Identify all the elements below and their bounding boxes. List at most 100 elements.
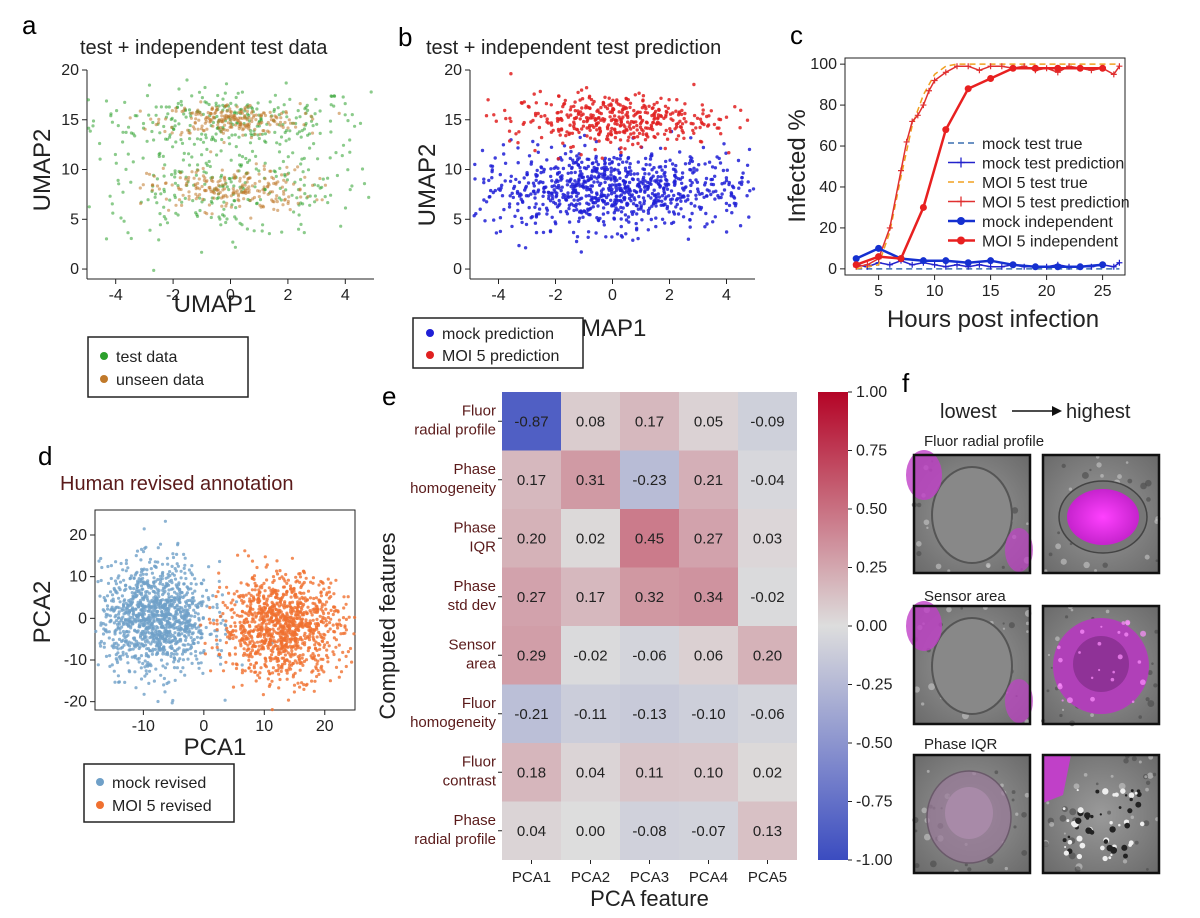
data-point <box>233 624 237 628</box>
data-point <box>713 215 717 219</box>
heatmap-cell-value: 0.03 <box>753 530 782 547</box>
data-point <box>266 192 270 196</box>
data-point <box>118 588 122 592</box>
data-point <box>639 120 644 124</box>
data-point <box>128 585 132 589</box>
data-point <box>574 204 578 209</box>
data-point <box>249 606 253 610</box>
data-point <box>584 86 589 90</box>
data-point <box>219 175 223 179</box>
data-point <box>663 146 667 151</box>
data-point <box>281 629 285 633</box>
data-point <box>303 175 307 179</box>
x-tick-label: 2 <box>665 287 674 304</box>
data-point <box>688 178 692 183</box>
data-point <box>311 669 315 673</box>
data-point <box>207 565 211 569</box>
data-point <box>214 108 218 112</box>
data-point <box>619 153 623 158</box>
data-point <box>682 116 686 121</box>
data-point <box>298 615 302 619</box>
data-point <box>211 594 215 598</box>
data-point <box>243 611 247 615</box>
data-point <box>152 679 156 683</box>
data-point <box>250 576 254 581</box>
data-point <box>348 646 353 651</box>
data-point <box>136 615 140 620</box>
data-point <box>308 203 312 207</box>
data-point <box>232 592 236 596</box>
data-point <box>223 187 227 191</box>
data-point <box>621 206 625 210</box>
data-point <box>212 137 216 141</box>
data-point <box>503 161 508 165</box>
data-point <box>310 131 315 135</box>
y-tick-label: 10 <box>69 569 87 586</box>
legend-d-marker-moi <box>96 801 104 809</box>
cell-image <box>906 450 1033 575</box>
data-point <box>290 606 294 610</box>
data-point <box>279 135 284 139</box>
data-point <box>615 198 619 202</box>
data-point <box>240 155 245 159</box>
data-point <box>292 623 296 627</box>
data-point <box>173 620 177 625</box>
data-point <box>229 101 233 105</box>
data-point <box>642 199 647 203</box>
data-point <box>328 679 332 683</box>
panel-label-c: c <box>790 20 803 50</box>
data-point <box>269 588 273 593</box>
heatmap-cell-value: 0.34 <box>694 589 723 606</box>
data-point <box>269 653 274 657</box>
data-point <box>190 661 194 666</box>
data-point <box>271 575 276 579</box>
data-point <box>169 602 174 606</box>
data-point <box>218 190 222 194</box>
data-point <box>194 197 198 201</box>
data-point <box>110 644 114 648</box>
data-point <box>544 101 549 106</box>
data-point <box>659 113 663 118</box>
data-point <box>269 634 273 638</box>
data-point <box>178 171 183 175</box>
data-point <box>624 232 628 236</box>
data-point <box>233 176 237 180</box>
data-point <box>265 602 269 606</box>
data-point <box>164 603 168 607</box>
heatmap-cell-value: -0.02 <box>750 589 784 606</box>
data-point <box>231 240 235 244</box>
heatmap-cell <box>620 684 679 743</box>
data-point <box>320 602 325 606</box>
data-point <box>367 195 371 199</box>
data-point <box>108 194 112 198</box>
data-point <box>102 641 106 646</box>
data-point <box>250 149 255 153</box>
data-point <box>536 143 540 147</box>
data-point <box>229 118 233 122</box>
data-point <box>635 212 639 216</box>
data-point <box>253 620 257 624</box>
y-tick-label: -10 <box>64 652 87 669</box>
data-point <box>244 172 248 176</box>
data-point <box>875 244 883 252</box>
data-point <box>159 580 163 584</box>
data-point <box>311 576 315 580</box>
data-point <box>234 600 239 604</box>
colorbar-tick-label: 0.00 <box>856 618 887 635</box>
data-point <box>573 161 577 165</box>
data-point <box>143 546 147 551</box>
data-point <box>336 610 340 614</box>
data-point <box>303 111 307 116</box>
heatmap-row-label: Phase <box>453 812 496 829</box>
data-point <box>713 174 717 178</box>
data-point <box>239 644 243 648</box>
data-point <box>250 588 254 592</box>
data-point <box>344 654 348 659</box>
heatmap-cell-value: -0.02 <box>573 647 607 664</box>
data-point <box>299 646 303 650</box>
data-point <box>341 95 345 99</box>
data-point <box>648 163 652 167</box>
data-point <box>308 596 313 600</box>
data-point <box>987 257 995 265</box>
data-point <box>257 195 261 199</box>
